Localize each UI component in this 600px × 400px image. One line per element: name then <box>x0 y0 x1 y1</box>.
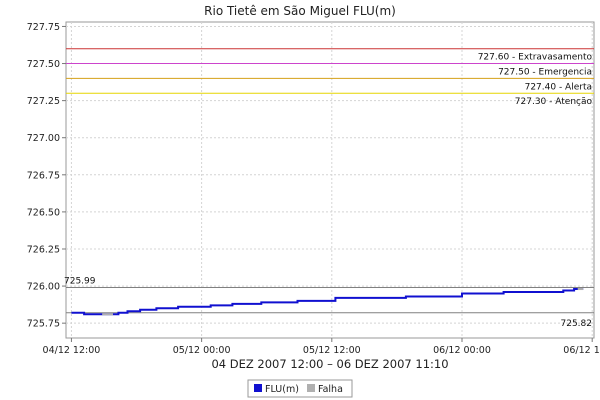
legend-label-flu: FLU(m) <box>265 384 299 395</box>
x-axis: 04/12 12:00 05/12 00:00 05/12 12:00 06/12 0… <box>43 338 600 356</box>
x-tick-label: 04/12 12:00 <box>43 345 101 356</box>
y-tick-label: 727.50 <box>27 59 60 70</box>
x-tick-label: 05/12 12:00 <box>303 345 361 356</box>
reference-line-label: 725.99 <box>64 277 96 287</box>
series-line-flu <box>71 288 584 316</box>
plot-area <box>65 21 595 339</box>
reference-line-label: 727.40 - Alerta <box>525 82 592 92</box>
reference-lines: 727.60 - Extravasamento 727.50 - Emergenc… <box>64 48 594 329</box>
legend-swatch-falha <box>307 384 315 392</box>
y-tick-label: 726.25 <box>27 244 60 255</box>
legend-box <box>247 379 353 398</box>
x-tick-label: 06/12 00:00 <box>433 345 491 356</box>
legend-swatch-flu <box>254 384 262 392</box>
y-tick-label: 726.75 <box>27 170 60 181</box>
legend-label-falha: Falha <box>318 384 343 395</box>
reference-line-label: 727.60 - Extravasamento <box>478 53 593 63</box>
reference-line-label: 725.82 <box>561 319 593 329</box>
y-tick-label: 727.00 <box>27 133 60 144</box>
legend: FLU(m) Falha <box>247 379 353 398</box>
x-tick-label: 05/12 00:00 <box>173 345 231 356</box>
y-tick-label: 726.00 <box>27 282 60 293</box>
y-tick-label: 725.75 <box>27 319 60 330</box>
y-tick-label: 726.50 <box>27 207 60 218</box>
y-axis: 725.75 726.00 726.25 726.50 726.75 727.00 727.… <box>27 22 66 330</box>
chart-title: Rio Tietê em São Miguel FLU(m) <box>204 4 396 18</box>
y-tick-label: 727.25 <box>27 96 60 107</box>
x-axis-label: 04 DEZ 2007 12:00 – 06 DEZ 2007 11:10 <box>211 357 448 371</box>
grid-lines <box>66 22 594 338</box>
series-lines <box>71 288 584 316</box>
reference-line-label: 727.50 - Emergencia <box>498 68 592 78</box>
y-tick-label: 727.75 <box>27 22 60 33</box>
reference-line-label: 727.30 - Atenção <box>515 97 593 107</box>
x-tick-label: 06/12 12:00 <box>563 345 600 356</box>
